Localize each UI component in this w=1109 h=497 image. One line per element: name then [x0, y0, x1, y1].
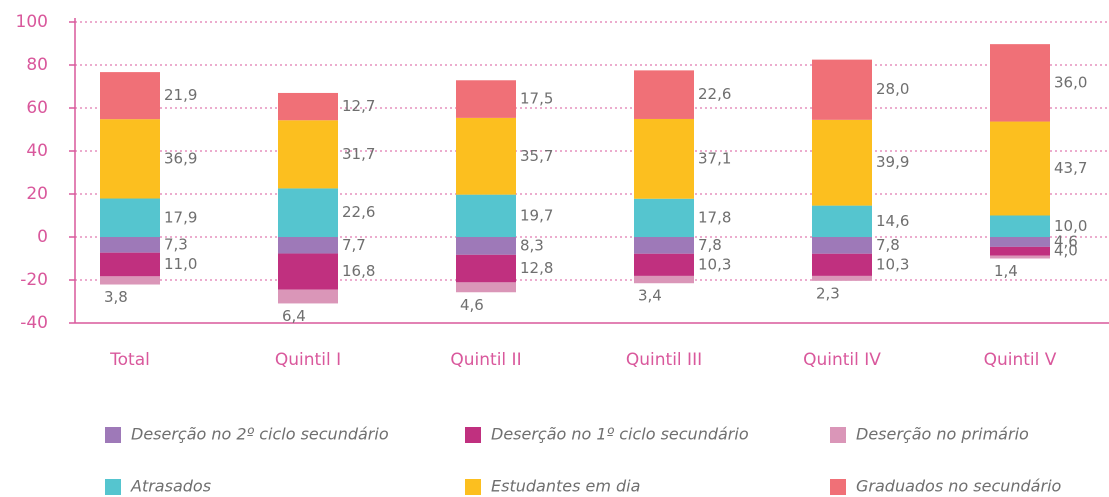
x-tick-label: Quintil I: [275, 350, 341, 370]
value-label: 12,8: [520, 259, 553, 277]
bar-segment: [100, 198, 160, 237]
bar-segment: [990, 246, 1050, 256]
bar-segment: [456, 194, 516, 237]
bar-segment: [634, 70, 694, 119]
bar-segment: [100, 119, 160, 199]
x-tick-label: Quintil III: [626, 350, 702, 370]
bar-segment: [812, 237, 872, 254]
value-label: 4,6: [1054, 232, 1078, 250]
value-label: 3,4: [638, 287, 662, 305]
value-label: 36,0: [1054, 73, 1087, 91]
legend-swatch: [465, 427, 481, 443]
legend-label: Graduados no secundário: [856, 477, 1062, 496]
value-label: 43,7: [1054, 159, 1087, 177]
y-tick-label: 20: [26, 184, 48, 204]
bar-segment: [634, 275, 694, 284]
value-label: 17,8: [698, 208, 731, 226]
bar-segment: [812, 59, 872, 120]
legend-swatch: [465, 479, 481, 495]
legend-label: Deserção no 2º ciclo secundário: [131, 425, 389, 444]
legend-swatch: [830, 479, 846, 495]
bar-segment: [812, 119, 872, 206]
y-tick-label: 80: [26, 55, 48, 75]
value-label: 22,6: [342, 203, 375, 221]
bar-segment: [456, 117, 516, 195]
bar-segment: [990, 121, 1050, 216]
value-label: 36,9: [164, 149, 197, 167]
x-tick-label: Quintil IV: [803, 350, 881, 370]
y-tick-label: -20: [20, 270, 48, 290]
value-label: 6,4: [282, 307, 306, 325]
bar-segment: [990, 237, 1050, 247]
bar-segment: [812, 205, 872, 237]
value-label: 35,7: [520, 147, 553, 165]
value-label: 39,9: [876, 153, 909, 171]
legend-label: Atrasados: [130, 477, 211, 496]
value-label: 7,3: [164, 235, 188, 253]
value-label: 4,6: [460, 296, 484, 314]
value-label: 16,8: [342, 262, 375, 280]
bar-segment: [278, 237, 338, 254]
y-tick-label: 100: [16, 12, 48, 32]
value-label: 11,0: [164, 255, 197, 273]
value-label: 14,6: [876, 212, 909, 230]
y-tick-label: 60: [26, 98, 48, 118]
value-label: 2,3: [816, 284, 840, 302]
bar-segment: [278, 253, 338, 290]
value-label: 10,0: [1054, 217, 1087, 235]
y-tick-label: -40: [20, 313, 48, 333]
value-label: 17,5: [520, 90, 553, 108]
bar-segment: [990, 255, 1050, 259]
value-label: 12,7: [342, 97, 375, 115]
value-label: 21,9: [164, 86, 197, 104]
bar-segment: [812, 253, 872, 276]
bar-segment: [100, 237, 160, 253]
value-label: 8,3: [520, 236, 544, 254]
bar-segment: [278, 92, 338, 121]
legend-swatch: [830, 427, 846, 443]
bar-segment: [634, 198, 694, 237]
x-tick-label: Quintil V: [984, 350, 1057, 370]
y-tick-label: 40: [26, 141, 48, 161]
value-label: 4,0: [1054, 242, 1078, 260]
legend-label: Estudantes em dia: [491, 477, 640, 496]
value-label: 10,3: [876, 255, 909, 273]
value-label: 7,7: [342, 236, 366, 254]
bar-segment: [456, 282, 516, 293]
value-label: 17,9: [164, 208, 197, 226]
bar-segment: [456, 254, 516, 283]
bar-segment: [100, 72, 160, 120]
bar-segment: [634, 253, 694, 276]
bar-segment: [100, 276, 160, 285]
bar-segment: [634, 237, 694, 254]
bar-segment: [100, 252, 160, 277]
x-tick-label: Total: [109, 350, 150, 370]
y-tick-label: 0: [37, 227, 48, 247]
value-label: 37,1: [698, 149, 731, 167]
x-tick-label: Quintil II: [450, 350, 521, 370]
bar-segment: [990, 44, 1050, 122]
legend-label: Deserção no primário: [856, 425, 1029, 444]
bar-segment: [456, 237, 516, 255]
legend-label: Deserção no 1º ciclo secundário: [491, 425, 749, 444]
bar-segment: [456, 80, 516, 118]
value-label: 3,8: [104, 288, 128, 306]
value-label: 1,4: [994, 262, 1018, 280]
bar-segment: [278, 289, 338, 304]
value-label: 19,7: [520, 206, 553, 224]
value-label: 7,8: [698, 236, 722, 254]
value-label: 10,3: [698, 255, 731, 273]
bar-segment: [634, 118, 694, 199]
bar-segment: [812, 275, 872, 281]
value-label: 31,7: [342, 145, 375, 163]
value-label: 7,8: [876, 236, 900, 254]
bar-segment: [278, 120, 338, 189]
legend-swatch: [105, 427, 121, 443]
legend-swatch: [105, 479, 121, 495]
value-label: 28,0: [876, 80, 909, 98]
bar-segment: [278, 188, 338, 237]
value-label: 22,6: [698, 85, 731, 103]
bar-segment: [990, 215, 1050, 237]
